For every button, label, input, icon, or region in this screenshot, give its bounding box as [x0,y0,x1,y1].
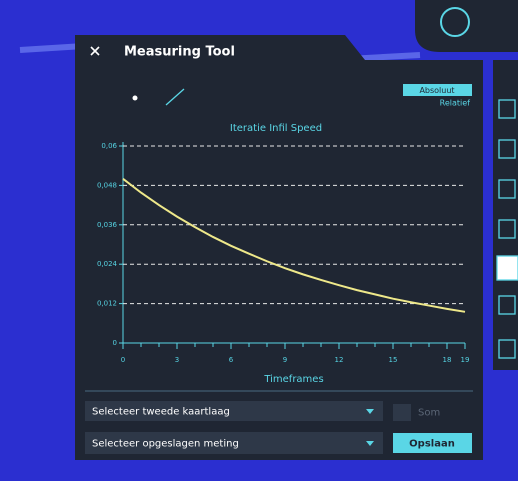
x-tick-label: 6 [229,356,234,364]
page: {"header": {"title": "Measuring Tool"}, … [0,0,518,481]
chart-title: Iteratie Infil Speed [230,123,322,134]
x-tick-label: 3 [175,356,179,364]
tool-icon-active[interactable] [497,256,518,280]
panel-title: Measuring Tool [124,45,235,60]
screen: Measuring Tool Absoluut Relatief Iterati… [0,0,518,481]
x-tick-label: 18 [443,356,452,364]
point-mode-icon[interactable] [133,96,138,101]
x-tick-label: 12 [335,356,344,364]
sum-label: Som [418,408,440,419]
toolbar [493,60,518,370]
x-tick-label: 0 [121,356,125,364]
x-tick-label: 9 [283,356,287,364]
relative-button[interactable]: Relatief [440,99,471,108]
y-tick-label: 0 [113,339,117,347]
sum-checkbox[interactable] [393,404,411,421]
compass-bar [415,0,518,52]
x-tick-label: 19 [461,356,470,364]
absolute-label: Absoluut [419,86,454,95]
x-axis-label: Timeframes [263,374,323,385]
layer-select-text: Selecteer tweede kaartlaag [92,407,230,418]
saved-select-text: Selecteer opgeslagen meting [92,439,239,450]
save-button-label: Opslaan [409,439,455,450]
y-tick-label: 0,06 [101,142,117,150]
y-tick-label: 0,048 [97,181,117,189]
y-tick-label: 0,024 [97,260,118,268]
x-tick-label: 15 [389,356,398,364]
y-tick-label: 0,036 [97,221,118,229]
y-tick-label: 0,012 [97,300,117,308]
